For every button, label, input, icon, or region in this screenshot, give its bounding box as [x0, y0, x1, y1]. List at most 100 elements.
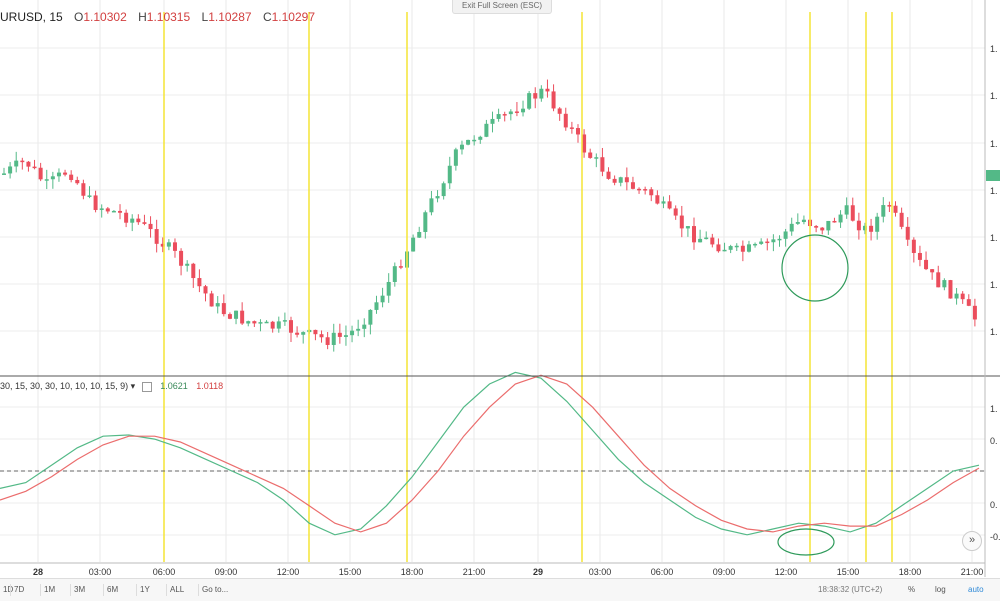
candle-body [838, 214, 843, 223]
highlight-circle [781, 234, 849, 302]
exit-fullscreen-button[interactable]: Exit Full Screen (ESC) [452, 0, 552, 14]
candle-body [288, 320, 293, 333]
candle-body [258, 322, 263, 324]
log-toggle[interactable]: log [935, 585, 946, 594]
time-tick-label: 03:00 [89, 567, 112, 577]
candle-body [502, 114, 507, 116]
range-all[interactable]: ALL [166, 584, 187, 596]
low-value: 1.10287 [208, 10, 252, 24]
candle-body [32, 166, 37, 169]
candle-body [563, 113, 568, 128]
time-tick-label: 12:00 [277, 567, 300, 577]
candle-body [441, 183, 446, 197]
time-tick-label: 15:00 [339, 567, 362, 577]
candle-body [783, 231, 788, 239]
candle-body [594, 157, 599, 159]
candle-body [588, 152, 593, 158]
candle-body [905, 226, 910, 240]
oscillator-params: 30, 15, 30, 30, 10, 10, 10, 15, 9) [0, 381, 129, 391]
candle-body [38, 167, 43, 180]
range-1m[interactable]: 1M [40, 584, 58, 596]
oscillator-value-2: 1.0118 [196, 381, 224, 391]
osc-tick-label: 0. [990, 500, 998, 510]
candle-body [124, 212, 129, 223]
candle-body [966, 299, 971, 306]
candle-body [661, 201, 666, 204]
grid [0, 0, 985, 562]
candle-body [435, 196, 440, 199]
oscillator-menu-icon[interactable]: ▾ [130, 381, 136, 391]
candle-body [930, 269, 935, 273]
candle-body [637, 188, 642, 191]
candle-body [820, 227, 825, 231]
candle-body [429, 198, 434, 213]
candle-body [417, 231, 422, 238]
candle-body [111, 210, 116, 213]
candle-body [2, 173, 6, 175]
candle-body [655, 195, 660, 204]
candle-body [313, 329, 318, 335]
oscillator-pane [0, 371, 985, 536]
scroll-to-end-button[interactable]: » [962, 531, 982, 551]
candle-body [789, 223, 794, 232]
candle-body [392, 266, 397, 282]
auto-toggle[interactable]: auto [968, 585, 984, 594]
oscillator-toggle-icon[interactable] [141, 381, 152, 392]
candle-body [814, 226, 819, 228]
range-1y[interactable]: 1Y [136, 584, 153, 596]
candle-body [484, 123, 489, 137]
candle-body [856, 220, 861, 231]
candle-body [606, 171, 611, 179]
time-tick-label: 03:00 [589, 567, 612, 577]
candle-body [795, 222, 800, 224]
oscillator-header: 30, 15, 30, 30, 10, 10, 10, 15, 9) ▾ 1.0… [0, 381, 223, 392]
candle-body [759, 241, 764, 244]
candle-body [521, 108, 526, 113]
candle-body [960, 293, 965, 300]
goto-button[interactable]: Go to... [198, 584, 231, 596]
candle-body [667, 201, 672, 209]
time-tick-label: 29 [533, 567, 543, 577]
time-tick-label: 18:00 [899, 567, 922, 577]
candle-body [337, 332, 342, 337]
range-6m[interactable]: 6M [103, 584, 121, 596]
candle-body [325, 337, 330, 345]
candle-body [362, 324, 367, 329]
range-3m[interactable]: 3M [70, 584, 88, 596]
price-tick-label: 1. [990, 233, 998, 243]
candle-body [411, 237, 416, 252]
candle-body [276, 321, 281, 329]
candle-body [942, 280, 947, 288]
range-1d[interactable]: 1D [3, 585, 14, 594]
candle-body [130, 218, 135, 223]
candle-body [753, 243, 758, 246]
candle-body [679, 215, 684, 229]
candle-body [496, 114, 501, 119]
osc-tick-label: 1. [990, 404, 998, 414]
candle-body [624, 177, 629, 183]
range-7d[interactable]: 7D [10, 584, 27, 596]
oscillator-value-1: 1.0621 [160, 381, 188, 391]
candle-body [643, 189, 648, 191]
candle-body [771, 239, 776, 243]
candle-body [227, 314, 232, 319]
candle-body [356, 328, 361, 331]
candle-body [50, 176, 55, 180]
symbol-header: URUSD, 15 O1.10302 H1.10315 L1.10287 C1.… [0, 10, 315, 24]
last-price-tag [986, 170, 1000, 181]
axes: 1. 1. 1. 1. 1. 1. 1. 1. 0. 0. -0. 28 03:00 06:00 09:00… [0, 0, 1000, 577]
price-tick-label: 1. [990, 44, 998, 54]
time-tick-label: 09:00 [713, 567, 736, 577]
candle-body [99, 208, 104, 210]
price-tick-label: 1. [990, 327, 998, 337]
candle-body [575, 128, 580, 135]
candle-body [331, 332, 336, 345]
candle-body [618, 177, 623, 183]
percent-toggle[interactable]: % [908, 585, 916, 594]
candle-body [869, 225, 874, 232]
candle-body [832, 220, 837, 223]
vertical-markers [163, 12, 893, 562]
candle-body [368, 309, 373, 325]
candle-body [533, 93, 538, 99]
